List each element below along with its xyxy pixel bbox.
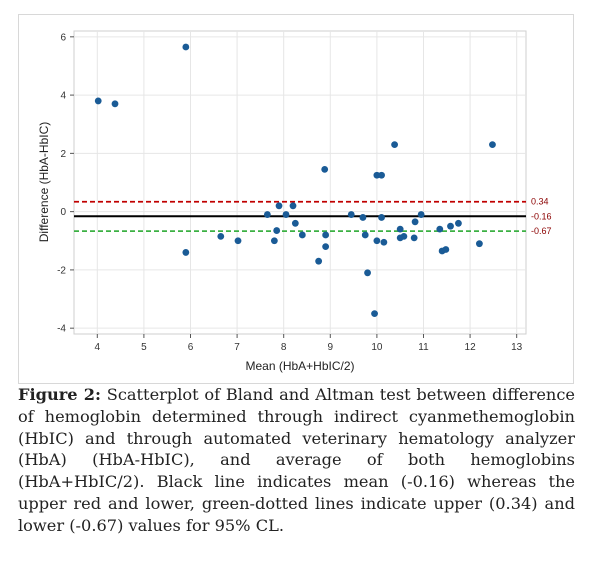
data-point xyxy=(111,100,119,108)
y-axis-label: Difference (HbA-HbIC) xyxy=(37,122,51,242)
data-point xyxy=(273,227,281,234)
reference-line-label: -0.16 xyxy=(531,211,552,221)
data-points xyxy=(94,43,496,318)
data-point xyxy=(182,43,190,51)
data-point xyxy=(315,257,323,265)
data-point xyxy=(380,238,388,246)
gridlines xyxy=(74,31,526,334)
reference-line-label: -0.67 xyxy=(531,226,552,236)
data-point xyxy=(411,218,419,226)
y-tick-label: 0 xyxy=(60,207,66,218)
reference-lines: 0.34 -0.16 -0.67 xyxy=(74,197,552,236)
data-point xyxy=(322,243,330,250)
data-point xyxy=(373,171,381,179)
figure-caption: Figure 2: Scatterplot of Bland and Altma… xyxy=(18,384,575,537)
data-point xyxy=(361,231,369,239)
x-tick-label: 6 xyxy=(188,342,194,353)
x-tick-label: 12 xyxy=(465,342,477,353)
data-point xyxy=(291,219,299,227)
axis-ticks: 4 5 6 7 8 9 10 11 12 13 -4 -2 0 2 4 6 xyxy=(57,32,523,353)
data-point xyxy=(436,225,444,233)
data-point xyxy=(378,171,385,179)
data-point xyxy=(322,231,330,239)
data-point xyxy=(282,211,290,218)
data-point xyxy=(298,231,306,239)
y-tick-label: 6 xyxy=(60,32,66,43)
y-tick-label: -4 xyxy=(57,324,66,335)
data-point xyxy=(455,219,462,227)
figure-caption-text: Scatterplot of Bland and Altman test bet… xyxy=(18,385,575,535)
reference-line-label: 0.34 xyxy=(531,197,549,207)
figure-label: Figure 2: xyxy=(18,385,102,404)
data-point xyxy=(321,165,329,173)
data-point xyxy=(447,222,454,230)
scatterplot: 0.34 -0.16 -0.67 4 5 6 7 8 9 10 11 12 13 -4 -2 0 2 4 6 Me… xyxy=(37,30,552,373)
x-tick-label: 11 xyxy=(418,342,429,353)
data-point xyxy=(378,214,385,221)
data-point xyxy=(359,214,367,221)
chart-panel: 0.34 -0.16 -0.67 4 5 6 7 8 9 10 11 12 13 -4 -2 0 2 4 6 Me… xyxy=(18,14,574,384)
plot-area xyxy=(73,30,527,335)
data-point xyxy=(410,234,418,242)
data-point xyxy=(373,237,381,245)
data-point xyxy=(489,141,496,149)
data-point xyxy=(391,141,398,149)
x-tick-label: 10 xyxy=(371,342,383,353)
data-point xyxy=(263,211,271,218)
data-point xyxy=(396,225,404,233)
data-point xyxy=(217,232,225,240)
x-tick-label: 5 xyxy=(141,342,147,353)
data-point xyxy=(442,246,450,253)
x-tick-label: 8 xyxy=(281,342,287,353)
data-point xyxy=(94,97,102,105)
data-point xyxy=(347,211,355,218)
data-point xyxy=(371,310,378,318)
y-tick-label: 4 xyxy=(60,91,66,102)
data-point xyxy=(234,237,242,245)
data-point xyxy=(476,240,483,248)
data-point xyxy=(270,237,278,245)
x-tick-label: 9 xyxy=(328,342,334,353)
x-tick-label: 13 xyxy=(511,342,523,353)
x-axis-label: Mean (HbA+HbIC/2) xyxy=(245,359,354,373)
x-tick-label: 4 xyxy=(95,342,101,353)
data-point xyxy=(400,232,408,240)
data-point xyxy=(364,269,371,277)
data-point xyxy=(417,211,425,218)
y-tick-label: 2 xyxy=(60,149,66,160)
data-point xyxy=(289,202,297,210)
x-tick-label: 7 xyxy=(234,342,240,353)
y-tick-label: -2 xyxy=(57,265,66,276)
data-point xyxy=(182,249,190,256)
data-point xyxy=(275,202,283,210)
